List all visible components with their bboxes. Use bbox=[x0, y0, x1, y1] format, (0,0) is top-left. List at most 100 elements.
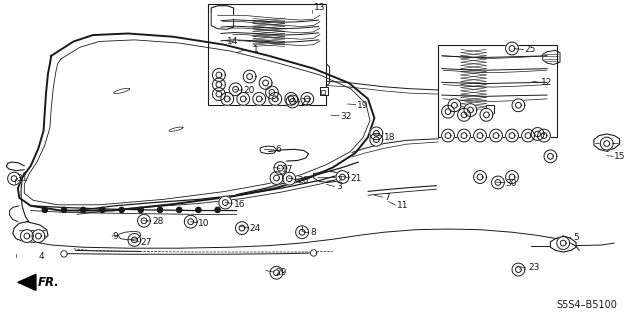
Polygon shape bbox=[492, 176, 504, 189]
Polygon shape bbox=[512, 263, 525, 276]
Polygon shape bbox=[370, 133, 383, 146]
Polygon shape bbox=[32, 230, 45, 242]
Polygon shape bbox=[442, 129, 454, 142]
Polygon shape bbox=[538, 129, 550, 142]
Polygon shape bbox=[458, 108, 470, 121]
Polygon shape bbox=[212, 88, 225, 100]
Text: 17: 17 bbox=[282, 165, 293, 174]
Polygon shape bbox=[458, 129, 470, 142]
Polygon shape bbox=[506, 129, 518, 142]
Text: 5: 5 bbox=[573, 233, 579, 242]
Polygon shape bbox=[270, 172, 283, 184]
Text: 13: 13 bbox=[314, 4, 325, 12]
Polygon shape bbox=[237, 93, 250, 105]
Text: 20: 20 bbox=[243, 86, 255, 95]
Text: 22: 22 bbox=[301, 98, 312, 107]
Polygon shape bbox=[336, 171, 349, 183]
Text: 4: 4 bbox=[38, 252, 44, 261]
Text: 19: 19 bbox=[357, 101, 369, 110]
Text: S5S4–B5100: S5S4–B5100 bbox=[557, 300, 618, 310]
Polygon shape bbox=[442, 105, 454, 118]
Text: 2: 2 bbox=[336, 176, 342, 185]
Polygon shape bbox=[531, 128, 544, 140]
Bar bbox=[486, 105, 494, 113]
Polygon shape bbox=[270, 266, 283, 279]
Text: 24: 24 bbox=[250, 224, 261, 233]
Polygon shape bbox=[259, 77, 272, 89]
Polygon shape bbox=[219, 196, 232, 209]
Polygon shape bbox=[119, 207, 124, 212]
Polygon shape bbox=[81, 207, 86, 212]
Polygon shape bbox=[301, 93, 314, 105]
Polygon shape bbox=[448, 99, 461, 112]
Polygon shape bbox=[474, 171, 486, 183]
Polygon shape bbox=[557, 237, 570, 249]
Polygon shape bbox=[196, 207, 201, 212]
Text: 27: 27 bbox=[141, 238, 152, 247]
Text: 18: 18 bbox=[384, 133, 396, 142]
Text: 1: 1 bbox=[253, 45, 259, 54]
Polygon shape bbox=[283, 172, 296, 185]
Text: 31: 31 bbox=[16, 174, 28, 183]
Polygon shape bbox=[269, 93, 282, 105]
Text: 25: 25 bbox=[525, 45, 536, 54]
Polygon shape bbox=[138, 214, 150, 227]
Text: 29: 29 bbox=[275, 268, 287, 277]
Text: 28: 28 bbox=[152, 217, 164, 226]
Polygon shape bbox=[243, 70, 256, 83]
Polygon shape bbox=[20, 230, 33, 242]
Polygon shape bbox=[474, 129, 486, 142]
Text: 21: 21 bbox=[351, 174, 362, 183]
Polygon shape bbox=[370, 127, 383, 140]
Text: 15: 15 bbox=[614, 152, 626, 161]
Polygon shape bbox=[512, 99, 525, 112]
Text: 10: 10 bbox=[198, 219, 210, 228]
Polygon shape bbox=[464, 104, 477, 116]
Polygon shape bbox=[128, 234, 141, 246]
Text: 14: 14 bbox=[227, 37, 239, 46]
Text: 6: 6 bbox=[275, 145, 281, 154]
Text: 30: 30 bbox=[506, 179, 517, 188]
Bar bbox=[320, 87, 328, 95]
Polygon shape bbox=[236, 222, 248, 234]
Polygon shape bbox=[42, 207, 47, 212]
Polygon shape bbox=[506, 171, 518, 183]
Polygon shape bbox=[138, 207, 143, 212]
Text: 26: 26 bbox=[298, 176, 309, 185]
Text: 11: 11 bbox=[397, 201, 408, 210]
Text: 12: 12 bbox=[541, 78, 552, 87]
Polygon shape bbox=[184, 215, 197, 228]
Bar bbox=[438, 45, 557, 137]
Bar bbox=[208, 4, 326, 105]
Polygon shape bbox=[215, 207, 220, 212]
Polygon shape bbox=[522, 129, 534, 142]
Text: 8: 8 bbox=[310, 228, 316, 237]
Text: FR.: FR. bbox=[38, 276, 60, 289]
Polygon shape bbox=[61, 207, 67, 212]
Polygon shape bbox=[285, 93, 298, 105]
Polygon shape bbox=[480, 108, 493, 121]
Polygon shape bbox=[274, 162, 287, 174]
Polygon shape bbox=[177, 207, 182, 212]
Polygon shape bbox=[221, 93, 234, 105]
Polygon shape bbox=[266, 86, 278, 99]
Text: 23: 23 bbox=[528, 263, 540, 272]
Polygon shape bbox=[157, 207, 163, 212]
Text: 3: 3 bbox=[336, 182, 342, 191]
Text: 7: 7 bbox=[384, 193, 390, 202]
Polygon shape bbox=[310, 250, 317, 256]
Polygon shape bbox=[286, 95, 299, 108]
Text: 9: 9 bbox=[112, 232, 118, 241]
Polygon shape bbox=[100, 207, 105, 212]
Polygon shape bbox=[600, 137, 613, 150]
Polygon shape bbox=[212, 69, 225, 81]
Polygon shape bbox=[212, 78, 225, 91]
Bar bbox=[321, 90, 325, 94]
Polygon shape bbox=[253, 93, 266, 105]
Polygon shape bbox=[18, 274, 36, 290]
Polygon shape bbox=[61, 251, 67, 257]
Polygon shape bbox=[296, 226, 308, 239]
Polygon shape bbox=[8, 172, 20, 185]
Text: 32: 32 bbox=[340, 112, 352, 121]
Polygon shape bbox=[506, 42, 518, 55]
